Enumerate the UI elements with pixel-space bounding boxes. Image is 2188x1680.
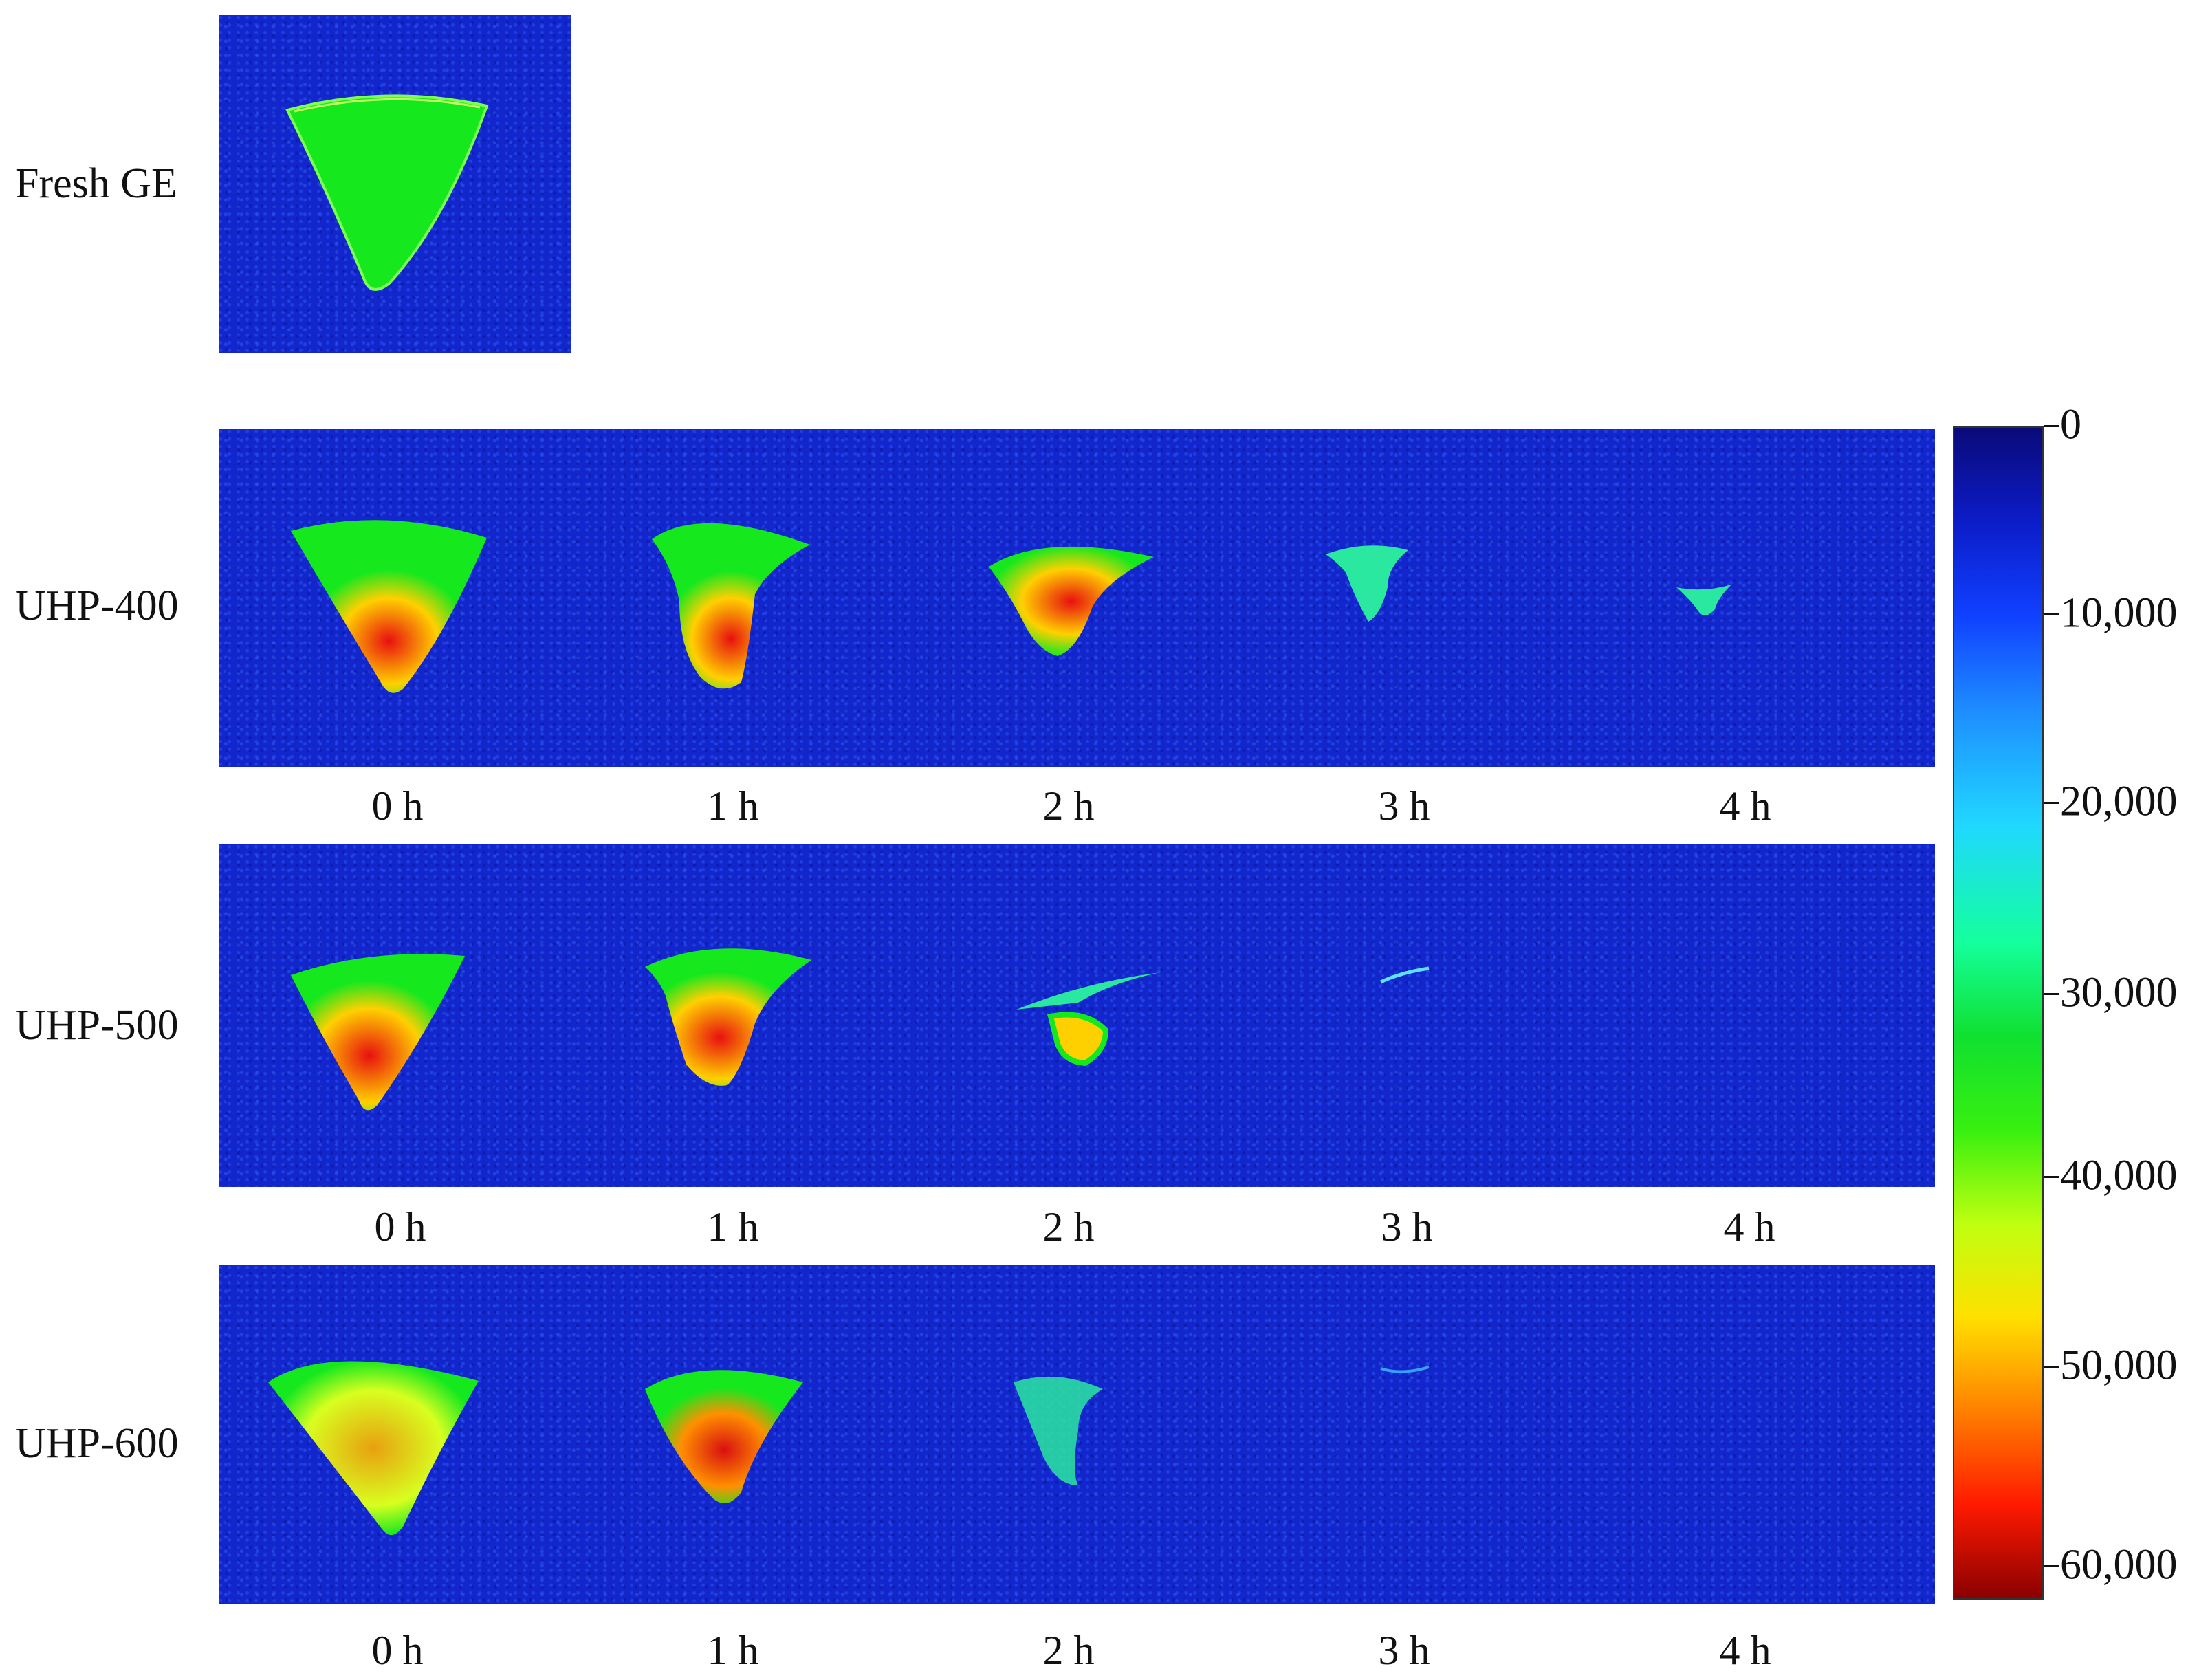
uhp-600-time-3h: 3 h <box>1378 1628 1430 1673</box>
uhp-500-time-3h: 3 h <box>1381 1204 1433 1250</box>
row-label-fresh-ge: Fresh GE <box>15 160 177 207</box>
colorbar-tick <box>2044 802 2059 804</box>
uhp-400-time-3h: 3 h <box>1378 783 1430 829</box>
uhp-600-time-0h: 0 h <box>371 1628 424 1673</box>
uhp-500-image-strip <box>219 844 1935 1187</box>
colorbar-tick-label-10000: 10,000 <box>2060 589 2178 637</box>
row-label-uhp-600: UHP-600 <box>15 1420 179 1467</box>
uhp-600-sample-shapes <box>268 1361 1430 1536</box>
uhp-500-time-0h: 0 h <box>374 1204 426 1250</box>
uhp-500-time-2h: 2 h <box>1042 1204 1095 1250</box>
uhp-600-time-4h: 4 h <box>1719 1628 1771 1673</box>
colorbar-tick-label-50000: 50,000 <box>2060 1342 2178 1389</box>
colorbar <box>1953 426 2044 1600</box>
colorbar-tick-label-0: 0 <box>2060 401 2081 448</box>
colorbar-tick-label-30000: 30,000 <box>2060 969 2178 1016</box>
row-label-uhp-500: UHP-500 <box>15 1002 179 1049</box>
uhp-400-time-2h: 2 h <box>1042 783 1095 829</box>
uhp-400-time-4h: 4 h <box>1719 783 1771 829</box>
colorbar-tick <box>2044 613 2059 615</box>
fresh-ge-image <box>219 15 571 353</box>
colorbar-tick-label-20000: 20,000 <box>2060 778 2178 825</box>
colorbar-tick <box>2044 1565 2059 1567</box>
colorbar-tick-label-40000: 40,000 <box>2060 1152 2178 1199</box>
uhp-400-sample-shapes <box>291 520 1731 693</box>
uhp-600-image-strip <box>219 1265 1935 1604</box>
uhp-400-time-1h: 1 h <box>707 783 759 829</box>
uhp-500-time-4h: 4 h <box>1723 1204 1775 1250</box>
uhp-500-time-1h: 1 h <box>707 1204 759 1250</box>
uhp-600-time-2h: 2 h <box>1042 1628 1095 1673</box>
colorbar-tick <box>2044 993 2059 995</box>
row-label-uhp-400: UHP-400 <box>15 582 179 629</box>
uhp-400-image-strip <box>219 429 1935 767</box>
colorbar-tick-label-60000: 60,000 <box>2060 1541 2178 1589</box>
uhp-500-sample-shapes <box>291 948 1430 1111</box>
uhp-400-time-0h: 0 h <box>371 783 424 829</box>
fresh-ge-sample-shape <box>285 94 489 291</box>
colorbar-tick <box>2044 1366 2059 1368</box>
colorbar-tick <box>2044 425 2059 427</box>
colorbar-tick <box>2044 1176 2059 1178</box>
uhp-600-time-1h: 1 h <box>707 1628 759 1673</box>
